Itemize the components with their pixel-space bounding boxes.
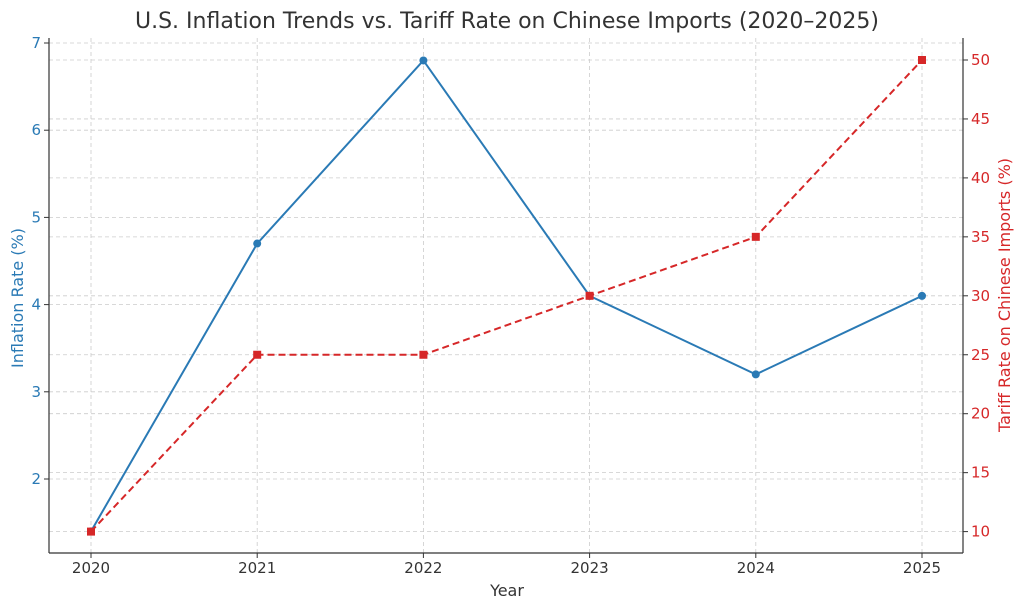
tariff-data-point xyxy=(253,350,262,359)
tariff-data-point xyxy=(87,527,95,536)
y-right-tick-label: 20 xyxy=(971,405,990,423)
y-right-tick-label: 50 xyxy=(971,51,990,69)
x-tick-label: 2024 xyxy=(737,559,775,577)
y-left-tick-label: 2 xyxy=(31,470,41,488)
y-left-tick-label: 4 xyxy=(31,296,41,314)
y-left-tick-label: 7 xyxy=(31,34,41,52)
inflation-data-point xyxy=(918,291,926,300)
x-tick-label: 2025 xyxy=(903,559,941,577)
y-right-tick-label: 35 xyxy=(971,228,990,246)
chart-title: U.S. Inflation Trends vs. Tariff Rate on… xyxy=(135,9,879,34)
tick-labels: 2020 2021 2022 2023 2024 20252345671015202530… xyxy=(31,34,990,577)
y-right-tick-label: 30 xyxy=(971,287,990,305)
inflation-series-line xyxy=(90,58,923,532)
series-layer xyxy=(87,56,926,536)
inflation-data-point xyxy=(419,56,428,65)
x-tick-label: 2021 xyxy=(238,559,276,577)
axes xyxy=(44,38,968,558)
y-right-tick-label: 10 xyxy=(971,523,990,541)
y-left-tick-label: 5 xyxy=(31,208,41,226)
y-right-tick-label: 40 xyxy=(971,169,990,187)
y-right-tick-label: 45 xyxy=(971,110,990,128)
y-left-tick-label: 3 xyxy=(31,383,41,401)
tariff-data-point xyxy=(419,350,428,359)
inflation-data-point xyxy=(253,239,262,248)
y-right-tick-label: 25 xyxy=(971,346,990,364)
y-left-tick-label: 6 xyxy=(31,121,41,139)
grid-lines xyxy=(49,38,963,553)
y-right-tick-label: 15 xyxy=(971,464,990,482)
tariff-data-point xyxy=(585,291,594,300)
x-axis-label: Year xyxy=(489,581,524,600)
x-tick-label: 2020 xyxy=(72,559,110,577)
tariff-data-point xyxy=(751,232,760,241)
inflation-data-point xyxy=(751,370,760,379)
y-axis-left-label: Inflation Rate (%) xyxy=(8,228,27,368)
tariff-series-line xyxy=(90,59,923,533)
tariff-data-point xyxy=(918,56,926,64)
x-tick-label: 2022 xyxy=(404,559,442,577)
x-tick-label: 2023 xyxy=(571,559,609,577)
y-axis-right-label: Tariff Rate on Chinese Imports (%) xyxy=(995,158,1014,433)
